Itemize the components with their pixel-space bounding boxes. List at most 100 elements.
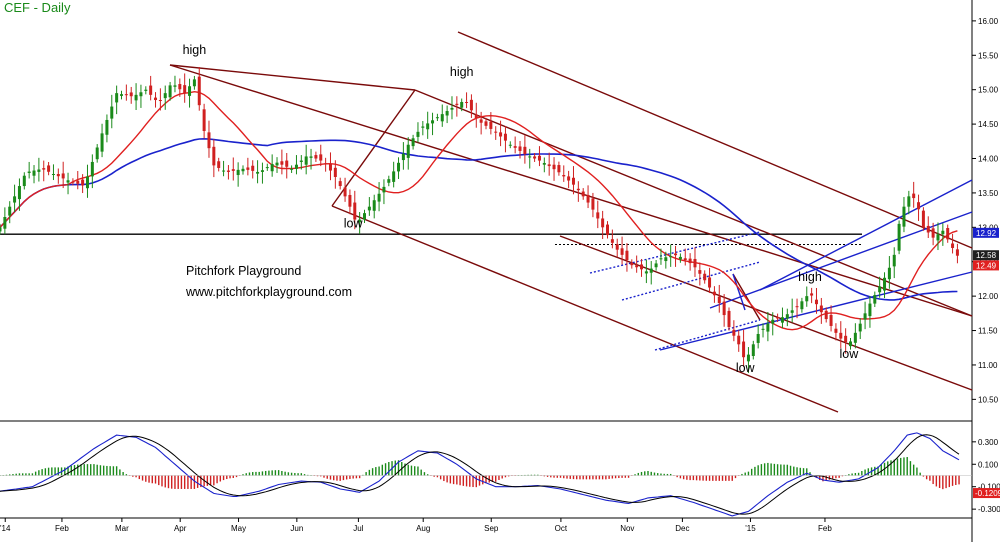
macd-histogram-bar [420,469,422,476]
candle-body [129,92,133,97]
candle-body [625,250,629,261]
candle-body [270,164,274,172]
macd-histogram-bar [802,468,805,476]
macd-tag-label: -0.1209 [975,489,1000,498]
macd-histogram-bar [773,463,776,476]
macd-histogram-bar [329,475,332,480]
macd-histogram-bar [164,475,166,488]
macd-tick-label: 0.100 [978,460,999,469]
candle-body [309,156,313,158]
candle-body [139,92,143,97]
macd-histogram-bar [93,464,95,476]
macd-histogram-bar [151,475,153,484]
macd-histogram-bar [177,475,179,489]
candle-body [304,156,308,165]
macd-histogram-bar [501,475,503,479]
candle-body [90,161,94,177]
candle-body [154,97,158,101]
macd-histogram-bar [504,475,507,478]
macd-histogram-bar [242,474,244,476]
candle-body [761,328,765,330]
macd-histogram-bar [819,475,821,481]
macd-histogram-bar [491,475,494,483]
macd-histogram-bar [216,475,218,484]
macd-histogram-bar [495,475,497,482]
macd-histogram-bar [757,465,759,476]
candle-body [547,164,551,167]
candle-body [217,161,221,168]
macd-histogram-bar [252,472,254,476]
macd-histogram-bar [942,475,944,490]
macd-histogram-bar [64,467,66,476]
macd-histogram-bar [750,468,753,476]
macd-histogram-bar [112,466,115,476]
macd-histogram-bar [569,475,571,479]
macd-histogram-bar [608,475,610,479]
macd-histogram-bar [579,475,581,480]
macd-histogram-bar [378,466,380,476]
price-tick-label: 13.00 [978,223,999,232]
macd-histogram-bar [935,475,938,487]
price-tag-label: 12.92 [976,229,997,238]
macd-panel: 0.300 0.100 -0.100 -0.300 -0.1209 [0,432,1000,517]
candle-body [926,225,930,233]
candle-body [902,206,906,227]
candle-body [455,103,459,105]
candle-body [71,181,75,183]
candle-body [280,161,284,165]
candle-body [688,258,692,264]
macd-histogram-bar [213,475,215,486]
macd-histogram-bar [9,474,11,476]
macd-histogram-bar [255,471,257,476]
candle-body [703,273,707,281]
macd-histogram-bar [887,461,889,476]
macd-histogram-bar [657,473,659,476]
macd-histogram-bar [679,475,682,479]
candle-body [382,186,386,193]
macd-histogram-bar [890,460,892,476]
macd-histogram-bar [488,475,490,483]
candle-body [178,84,182,90]
macd-histogram-bar [582,475,584,480]
macd-histogram-bar [806,468,808,476]
macd-histogram-bar [916,467,918,476]
macd-histogram-bar [734,475,737,479]
macd-histogram-bar [799,467,801,476]
macd-histogram-bar [634,474,636,476]
candle-body [314,155,318,159]
candle-body [85,176,89,189]
macd-histogram-bar [336,475,338,481]
macd-histogram-bar [345,475,348,480]
macd-histogram-bar [290,472,293,476]
macd-histogram-bar [938,475,941,488]
macd-histogram-bar [229,475,231,479]
candle-body [722,301,726,316]
macd-histogram-bar [465,475,468,487]
macd-histogram-bar [264,470,267,476]
candle-body [528,156,532,158]
candle-body [562,175,566,177]
candle-body [795,306,799,308]
macd-histogram-bar [183,475,186,489]
annotation-label-low: low [839,347,859,361]
candle-body [294,164,298,169]
candle-body [591,198,595,210]
macd-histogram-bar [320,475,322,477]
price-tick-label: 12.00 [978,292,999,301]
watermark-url: www.pitchforkplayground.com [186,285,353,299]
candle-body [819,305,823,313]
candle-body [513,146,517,148]
annotation-label-high: high [183,43,207,57]
macd-histogram-bar [689,475,691,481]
macd-histogram-bar [912,464,915,476]
macd-histogram-bar [190,475,192,489]
candle-body [814,299,818,305]
candle-body [756,333,760,343]
macd-tag [973,488,1000,499]
macd-histogram-bar [28,473,30,476]
price-tick-label: 11.50 [978,327,998,336]
time-tick-label: Mar [115,524,129,533]
candle-body [299,160,303,162]
candle-body [678,256,682,260]
